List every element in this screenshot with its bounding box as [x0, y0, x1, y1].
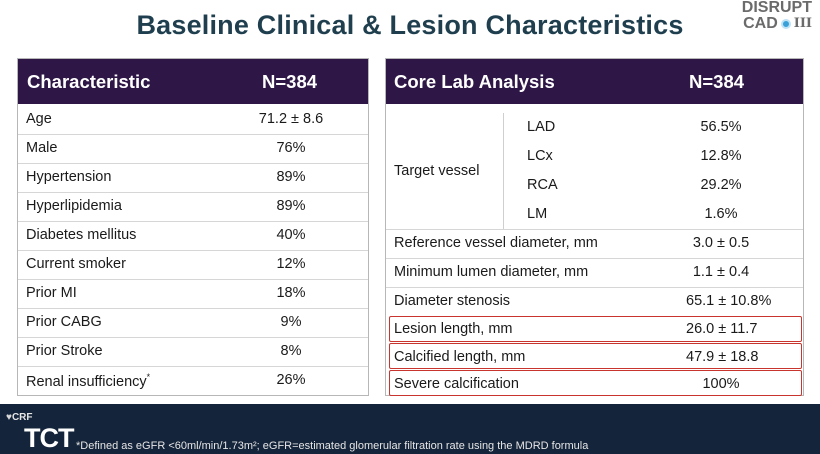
row-value: 18%	[276, 285, 306, 301]
vessel-label: RCA	[527, 177, 558, 193]
row-value: 9%	[280, 314, 302, 330]
row-divider	[386, 258, 803, 259]
highlight-box	[389, 316, 802, 342]
row-label: Prior MI	[26, 285, 77, 301]
table-row: LM 1.6%	[386, 200, 803, 229]
row-value: 76%	[276, 140, 306, 156]
row-label: Male	[26, 140, 58, 156]
highlight-box	[389, 370, 802, 396]
row-value: 12%	[276, 256, 306, 272]
row-label: Minimum lumen diameter, mm	[394, 264, 589, 280]
table-row: Lesion length, mm 26.0 ± 11.7	[386, 315, 803, 344]
slide-title: Baseline Clinical & Lesion Characteristi…	[136, 10, 684, 40]
row-label: Current smoker	[26, 256, 126, 272]
row-value: 3.0 ± 0.5	[692, 235, 750, 251]
logo-line1: DISRUPT	[741, 0, 812, 16]
table-row: Calcified length, mm 47.9 ± 18.8	[386, 343, 803, 372]
row-label: Hypertension	[26, 169, 112, 185]
row-label: Age	[26, 111, 52, 127]
vessel-value: 12.8%	[700, 148, 742, 164]
row-label: Renal insufficiency	[26, 373, 147, 390]
vessel-value: 56.5%	[700, 119, 742, 135]
footnote: *Defined as eGFR <60ml/min/1.73m²; eGFR=…	[76, 440, 589, 452]
row-value: 40%	[276, 227, 306, 243]
table-row: LCx 12.8%	[386, 142, 803, 171]
table-row: Prior Stroke 8%	[18, 337, 368, 367]
logo-dot-icon	[780, 19, 791, 29]
table-row: Hypertension 89%	[18, 163, 368, 193]
table-row: Renal insufficiency* 26%	[18, 366, 368, 395]
footer-bar	[0, 404, 820, 454]
target-vessel-label: Target vessel	[394, 163, 480, 179]
row-value: 8%	[280, 343, 302, 359]
core-lab-table-header: Core Lab Analysis N=384	[386, 59, 803, 104]
logo-roman: III	[793, 16, 812, 31]
row-value: 65.1 ± 10.8%	[686, 293, 772, 309]
vessel-value: 1.6%	[704, 206, 738, 222]
table-row: Hyperlipidemia 89%	[18, 192, 368, 222]
target-vessel-label-cell: Target vessel	[386, 157, 503, 186]
table-row: Diabetes mellitus 40%	[18, 221, 368, 251]
row-value: 89%	[276, 169, 306, 185]
header-n: N=384	[262, 71, 318, 92]
row-label: Prior CABG	[26, 314, 102, 330]
row-value: 1.1 ± 0.4	[692, 264, 750, 280]
table-row: Age 71.2 ± 8.6	[18, 105, 368, 135]
row-label: Diabetes mellitus	[26, 227, 137, 243]
heart-icon: ♥	[6, 412, 12, 423]
row-divider	[386, 229, 803, 230]
highlight-box	[389, 343, 802, 369]
table-row: Current smoker 12%	[18, 250, 368, 280]
characteristics-table: Characteristic N=384 Age 71.2 ± 8.6 Male…	[17, 58, 369, 396]
table-row: Diameter stenosis 65.1 ± 10.8%	[386, 287, 803, 316]
table-row: Prior CABG 9%	[18, 308, 368, 338]
table-row: RCA 29.2%	[386, 171, 803, 200]
row-value: 89%	[276, 198, 306, 214]
row-label: Diameter stenosis	[394, 293, 511, 309]
row-value: 26%	[276, 372, 306, 388]
table-row: Prior MI 18%	[18, 279, 368, 309]
characteristics-table-header: Characteristic N=384	[18, 59, 368, 104]
row-label: Prior Stroke	[26, 343, 103, 359]
row-label: Calcified length, mm	[394, 349, 526, 365]
row-label: Hyperlipidemia	[26, 198, 122, 214]
table-row: Reference vessel diameter, mm 3.0 ± 0.5	[386, 229, 803, 258]
vessel-label: LCx	[527, 148, 553, 164]
logo-line2: CAD	[743, 15, 778, 32]
row-label: Reference vessel diameter, mm	[394, 235, 598, 251]
footnote-marker: *	[146, 372, 151, 382]
row-value: 100%	[702, 376, 740, 392]
vessel-value: 29.2%	[700, 177, 742, 193]
vessel-label: LAD	[527, 119, 556, 135]
table-row: Male 76%	[18, 134, 368, 164]
group-divider	[503, 113, 504, 229]
core-lab-table: Core Lab Analysis N=384 Target vessel LA…	[385, 58, 804, 396]
header-core-lab: Core Lab Analysis	[394, 71, 555, 92]
row-divider	[386, 287, 803, 288]
table-row: LAD 56.5%	[386, 113, 803, 142]
header-characteristic: Characteristic	[27, 71, 151, 92]
row-label: Lesion length, mm	[394, 321, 513, 337]
row-value: 71.2 ± 8.6	[258, 111, 324, 127]
vessel-label: LM	[527, 206, 548, 222]
table-row: Minimum lumen diameter, mm 1.1 ± 0.4	[386, 258, 803, 287]
table-row: Severe calcification 100%	[386, 370, 803, 399]
row-value: 26.0 ± 11.7	[686, 321, 758, 337]
row-value: 47.9 ± 18.8	[686, 349, 759, 365]
row-label: Severe calcification	[394, 376, 519, 392]
tct-logo: TCT	[24, 423, 74, 453]
disrupt-cad-logo: DISRUPT CAD III	[722, 0, 812, 32]
header-n: N=384	[689, 71, 745, 92]
crf-logo: ♥CRF	[6, 412, 33, 423]
